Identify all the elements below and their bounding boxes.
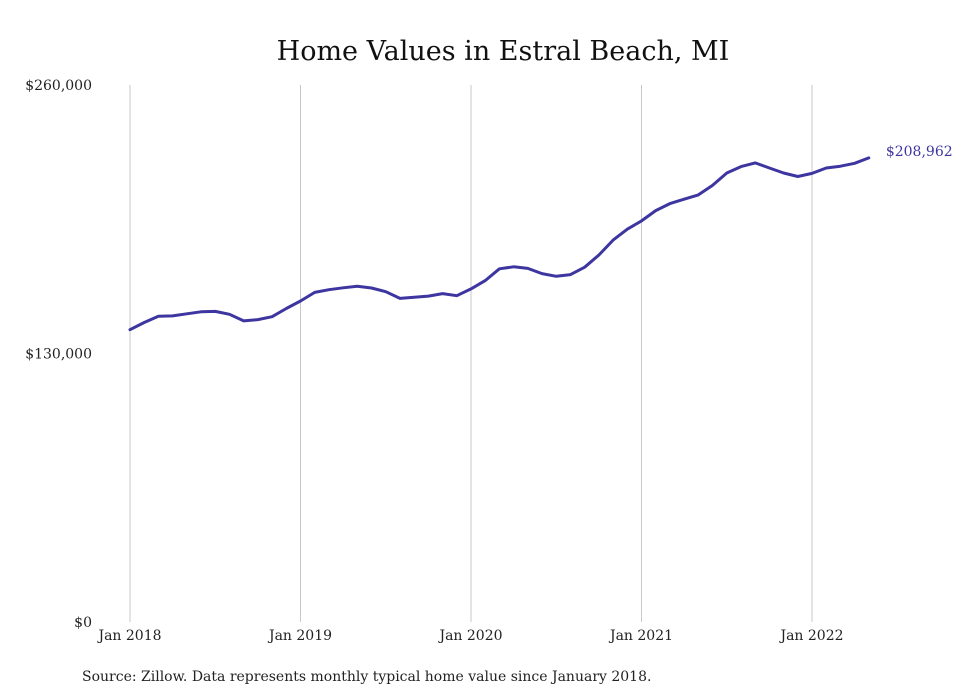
x-tick-label: Jan 2018 [96, 628, 161, 644]
x-tick-label: Jan 2019 [267, 628, 332, 644]
y-tick-label: $130,000 [25, 347, 92, 363]
chart-title: Home Values in Estral Beach, MI [277, 36, 730, 67]
end-value-label: $208,962 [886, 144, 953, 160]
y-axis-ticks: $0 $130,000 $260,000 [25, 78, 92, 631]
x-axis-ticks: Jan 2018 Jan 2019 Jan 2020 Jan 2021 Jan 2022 [96, 628, 843, 644]
series-layer: $208,962 [128, 144, 953, 332]
series-line [128, 156, 871, 332]
x-tick-label: Jan 2022 [778, 628, 843, 644]
y-tick-label: $260,000 [25, 78, 92, 94]
y-tick-label: $0 [74, 615, 92, 631]
x-tick-label: Jan 2021 [608, 628, 673, 644]
source-note: Source: Zillow. Data represents monthly … [82, 669, 651, 685]
vertical-gridlines [129, 85, 813, 622]
x-tick-label: Jan 2020 [437, 628, 502, 644]
